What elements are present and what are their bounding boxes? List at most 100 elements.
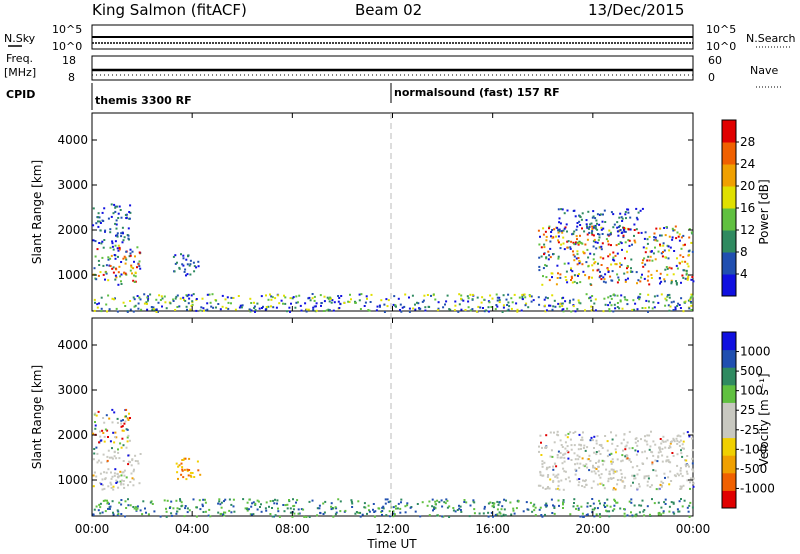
power-cell xyxy=(309,299,312,302)
power-cell xyxy=(176,306,179,308)
velocity-cell xyxy=(454,510,457,513)
velocity-cell xyxy=(107,507,109,510)
power-cell xyxy=(598,276,601,279)
velocity-cell xyxy=(459,509,462,511)
power-cell xyxy=(648,235,651,238)
power-cell xyxy=(240,306,243,309)
power-cell xyxy=(612,256,615,259)
power-cell xyxy=(586,238,589,241)
velocity-cell xyxy=(633,504,636,507)
velocity-cell xyxy=(689,481,691,484)
power-cell xyxy=(326,296,329,299)
velocity-cell xyxy=(334,513,337,516)
velocity-cell xyxy=(142,500,145,503)
power-cell xyxy=(657,250,660,253)
power-cell xyxy=(494,308,497,311)
velocity-cell xyxy=(670,480,673,482)
power-cell xyxy=(155,298,158,301)
x-tick-label: 16:00 xyxy=(475,522,510,536)
power-cell xyxy=(629,270,632,273)
power-cell xyxy=(626,265,629,267)
power-cell xyxy=(557,241,560,244)
power-cell xyxy=(424,309,427,312)
velocity-cell xyxy=(607,477,610,480)
velocity-cell xyxy=(636,487,639,490)
velocity-cell xyxy=(636,473,639,476)
power-colorbar-segment xyxy=(722,230,736,253)
power-cell xyxy=(209,301,212,304)
velocity-cell xyxy=(546,475,549,478)
power-cell xyxy=(639,209,642,212)
velocity-cell xyxy=(560,479,563,482)
power-cell xyxy=(653,238,656,241)
velocity-cell xyxy=(311,499,314,502)
velocity-cell xyxy=(665,460,668,463)
power-cell xyxy=(454,304,457,307)
power-cell xyxy=(191,303,194,306)
velocity-cell xyxy=(597,460,600,463)
power-cell xyxy=(668,293,671,296)
power-cell xyxy=(393,295,396,298)
velocity-cell xyxy=(469,504,472,507)
velocity-cell xyxy=(643,475,646,478)
velocity-cell xyxy=(615,501,618,504)
velocity-cell xyxy=(616,483,619,486)
velocity-cell xyxy=(496,508,499,511)
power-cell xyxy=(647,270,650,273)
velocity-cell xyxy=(652,454,655,457)
velocity-cell xyxy=(583,444,586,447)
velocity-cell xyxy=(662,510,665,513)
power-cell xyxy=(622,236,625,239)
power-cell xyxy=(101,256,104,259)
power-cell xyxy=(253,307,256,309)
power-cell xyxy=(117,244,120,247)
velocity-cell xyxy=(99,472,102,475)
velocity-cell xyxy=(120,513,123,515)
power-cell xyxy=(315,302,318,305)
velocity-colorbar-label: Velocity [m s⁻¹] xyxy=(757,373,771,466)
velocity-cell xyxy=(562,503,564,506)
power-cell xyxy=(462,299,465,302)
power-colorbar-segment xyxy=(722,208,736,231)
power-cell xyxy=(164,301,167,304)
power-cell xyxy=(125,273,128,276)
power-cell xyxy=(98,264,101,266)
power-cell xyxy=(124,256,127,259)
power-cell xyxy=(94,301,96,304)
velocity-cell xyxy=(153,510,156,513)
velocity-cell xyxy=(123,474,126,477)
power-cell xyxy=(225,306,228,309)
velocity-cell xyxy=(303,515,306,518)
velocity-cell xyxy=(679,488,682,490)
power-cell xyxy=(250,309,253,312)
power-cell xyxy=(595,247,598,250)
velocity-cell xyxy=(434,507,437,510)
power-cell xyxy=(618,224,621,227)
velocity-cell xyxy=(250,505,253,508)
velocity-cell xyxy=(656,460,659,463)
velocity-cell xyxy=(295,501,297,504)
velocity-cell xyxy=(645,475,648,478)
power-cell xyxy=(691,276,694,278)
power-cell xyxy=(551,236,554,239)
x-tick-label: 00:00 xyxy=(676,522,711,536)
power-cell xyxy=(475,310,478,313)
velocity-cell xyxy=(115,479,118,482)
velocity-cell xyxy=(133,468,135,471)
velocity-cell xyxy=(392,512,395,515)
power-cell xyxy=(481,296,484,299)
power-cell xyxy=(622,226,625,229)
power-cell xyxy=(624,241,627,244)
power-cell xyxy=(569,299,571,302)
velocity-cell xyxy=(293,504,296,507)
power-cell xyxy=(506,309,509,312)
power-cell xyxy=(169,302,172,305)
power-cell xyxy=(650,273,653,276)
power-cell xyxy=(102,273,105,276)
power-cell xyxy=(114,222,117,225)
velocity-cell xyxy=(666,455,669,458)
velocity-cell xyxy=(595,468,598,470)
power-cell xyxy=(631,270,634,273)
power-cell xyxy=(311,293,314,295)
velocity-cell xyxy=(683,499,686,502)
